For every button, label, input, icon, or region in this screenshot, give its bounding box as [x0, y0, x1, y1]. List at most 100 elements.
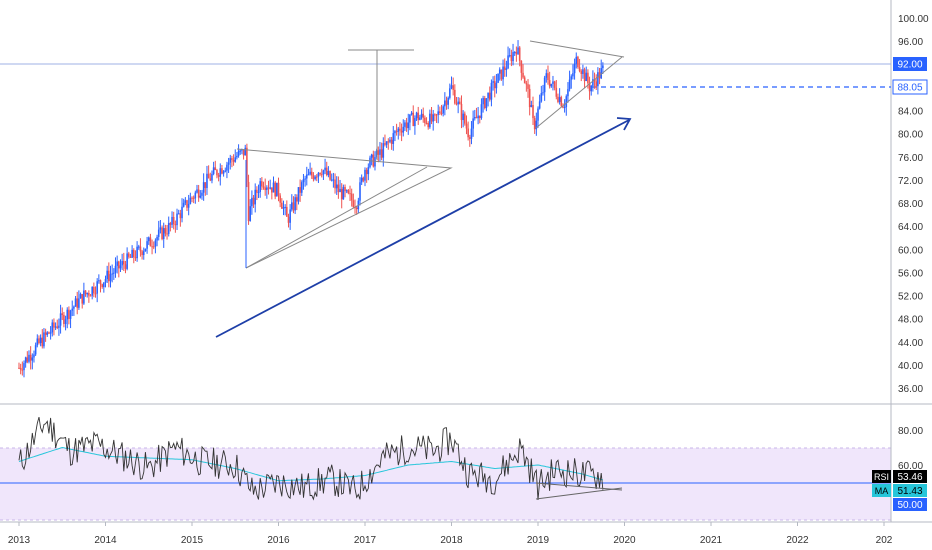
candle-body — [249, 206, 252, 221]
drawings[interactable] — [215, 40, 632, 338]
candle-body — [227, 162, 230, 165]
candle-body — [152, 246, 155, 248]
candle-body — [478, 115, 481, 119]
candle-body — [74, 298, 77, 307]
candle-body — [523, 77, 526, 84]
candle-body — [577, 56, 579, 68]
candle-body — [48, 332, 50, 334]
candle-body — [547, 73, 549, 81]
candle-body — [256, 189, 258, 193]
candle-body — [88, 293, 90, 296]
candle-body — [382, 143, 385, 158]
candle-body — [94, 293, 97, 295]
candle-body — [487, 92, 489, 99]
time-tick-label: 2016 — [267, 535, 290, 546]
triangle-2019-lower[interactable] — [535, 56, 623, 129]
time-tick-label: 2015 — [181, 535, 204, 546]
candle-body — [251, 197, 253, 207]
rsi-triangle-lower[interactable] — [535, 487, 623, 500]
candle-body — [302, 179, 305, 183]
candle-body — [26, 357, 29, 362]
candle-body — [592, 79, 594, 86]
price-tick-label: 96.00 — [898, 37, 923, 48]
candle-body — [281, 202, 283, 209]
candle-body — [201, 192, 203, 196]
candle-body — [154, 240, 157, 247]
candle-body — [570, 76, 573, 80]
candle-body — [467, 128, 469, 138]
candle-body — [139, 246, 142, 252]
candle-body — [439, 111, 441, 113]
price-axis[interactable]: 100.0096.0092.0088.0084.0080.0076.0072.0… — [898, 14, 929, 395]
candle-body — [355, 207, 358, 210]
candle-body — [315, 176, 318, 178]
candle-body — [387, 141, 390, 143]
candle-body — [172, 216, 175, 225]
candle-body — [380, 149, 383, 158]
candle-body — [204, 182, 207, 188]
candle-body — [327, 171, 330, 175]
candle-body — [271, 187, 273, 193]
candle-body — [33, 354, 35, 358]
candle-body — [146, 241, 148, 249]
candle-body — [533, 118, 536, 130]
candle-body — [424, 117, 426, 123]
price-tick-label: 40.00 — [898, 361, 923, 372]
candle-body — [231, 158, 233, 160]
candle-body — [252, 197, 255, 205]
candle-body — [582, 69, 584, 74]
candle-body — [76, 298, 79, 308]
candle-body — [512, 52, 514, 62]
rsi-triangle-upper[interactable] — [535, 482, 623, 491]
trend-arrow[interactable] — [215, 119, 630, 338]
triangle-2015-lower-rising[interactable] — [245, 166, 428, 269]
candle-body — [525, 83, 528, 85]
candle-body — [563, 107, 566, 109]
candle-body — [425, 122, 428, 124]
candle-body — [300, 182, 303, 193]
candle-body — [264, 187, 266, 191]
candle-body — [483, 97, 486, 109]
candle-body — [400, 130, 403, 133]
candle-body — [224, 170, 227, 172]
candle-body — [104, 279, 107, 283]
triangle-2015-2017[interactable] — [236, 148, 453, 269]
candle-body — [538, 101, 541, 109]
candle-body — [287, 216, 290, 223]
candle-body — [179, 213, 182, 219]
candle-body — [335, 184, 338, 189]
triangle-2019-upper[interactable] — [529, 40, 625, 58]
candle-body — [385, 141, 388, 145]
time-tick-label: 2020 — [613, 535, 636, 546]
candle-body — [350, 193, 353, 201]
candle-body — [407, 122, 410, 129]
candle-body — [507, 55, 509, 69]
trend-arrowhead[interactable] — [616, 117, 632, 131]
candle-body — [527, 84, 529, 89]
candle-body — [585, 72, 588, 82]
price-tick-label: 68.00 — [898, 199, 923, 210]
candle-body — [397, 128, 400, 132]
candle-body — [286, 206, 288, 217]
candle-body — [68, 309, 70, 319]
candle-body — [132, 249, 135, 258]
candle-body — [21, 369, 24, 371]
candle-body — [444, 100, 446, 107]
candle-body — [445, 100, 448, 105]
candle-body — [167, 223, 170, 234]
candle-body — [274, 182, 276, 197]
candle-body — [129, 256, 132, 258]
candle-body — [309, 171, 311, 175]
candle-body — [209, 178, 212, 181]
time-axis[interactable]: 2013 2014 2015 2016 2017 2018 2019 2020 2021 2022… — [8, 522, 893, 546]
candle-body — [430, 113, 433, 122]
candle-body — [427, 123, 430, 128]
rsi-axis[interactable]: 80.00 60.00 — [898, 426, 923, 472]
candle-body — [482, 97, 484, 105]
candle-body — [291, 202, 293, 210]
candle-body — [360, 177, 363, 183]
candle-body — [276, 182, 278, 197]
candle-body — [124, 264, 127, 269]
candle-body — [121, 261, 123, 266]
